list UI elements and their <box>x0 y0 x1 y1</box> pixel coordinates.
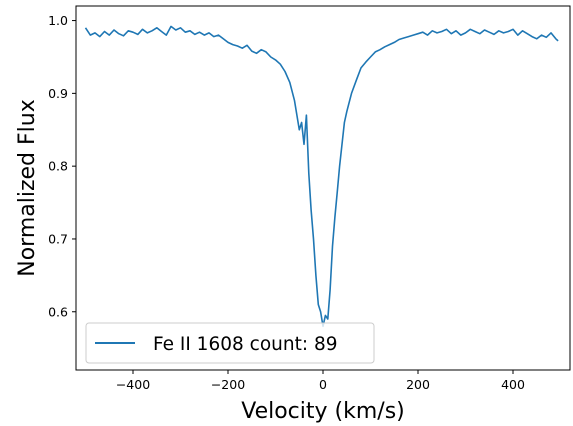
y-axis-ticks: 0.6 0.7 0.8 0.9 1.0 <box>48 13 76 319</box>
y-axis-title: Normalized Flux <box>15 99 40 276</box>
x-tick-label: 0 <box>319 377 327 392</box>
x-axis-title: Velocity (km/s) <box>241 399 405 424</box>
y-tick-label: 0.8 <box>48 159 68 174</box>
legend-label: Fe II 1608 count: 89 <box>153 334 338 355</box>
y-tick-label: 1.0 <box>48 13 68 28</box>
y-tick-label: 0.6 <box>48 304 68 319</box>
y-tick-label: 0.9 <box>48 86 68 101</box>
x-tick-label: 400 <box>501 377 525 392</box>
x-axis-ticks: −400 −200 0 200 400 <box>116 370 525 392</box>
legend-box <box>85 322 375 364</box>
legend: Fe II 1608 count: 89 <box>85 322 375 364</box>
plot-area <box>76 6 570 370</box>
x-tick-label: −200 <box>211 377 245 392</box>
x-tick-label: 200 <box>406 377 430 392</box>
y-tick-label: 0.7 <box>48 231 68 246</box>
x-tick-label: −400 <box>116 377 150 392</box>
